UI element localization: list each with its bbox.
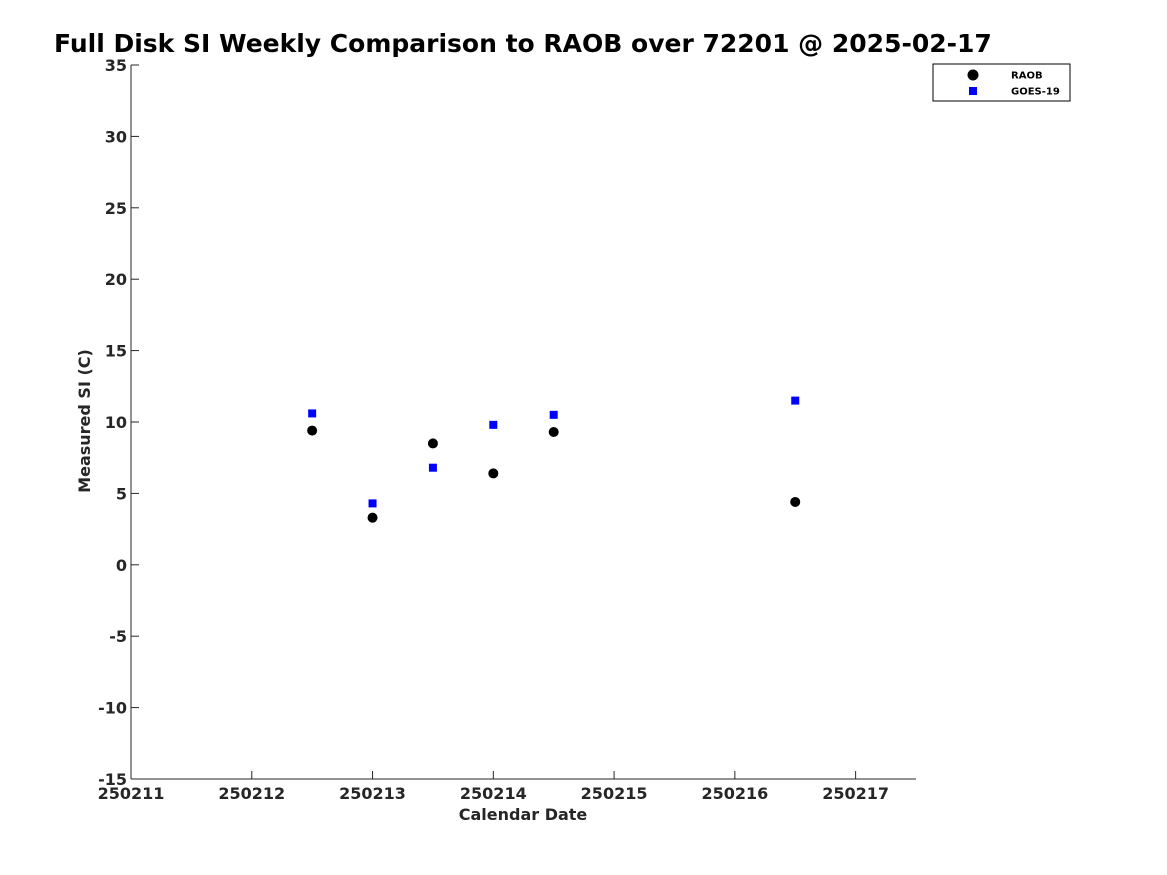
legend: RAOB GOES-19 [932,63,1071,102]
axes [130,65,916,780]
goes-19-point [428,463,437,472]
y-tick-label: 0 [116,556,127,575]
y-tick-label: 20 [105,270,127,289]
y-tick-label: 5 [116,484,127,503]
legend-raob-marker [967,69,979,81]
legend-raob-label: RAOB [1011,71,1043,82]
chart-title: Full Disk SI Weekly Comparison to RAOB o… [54,29,992,58]
y-tick-label: 10 [105,413,127,432]
legend-goes-marker [969,87,977,95]
x-tick-label: 250215 [581,784,648,803]
y-tick-label: -5 [109,627,127,646]
goes-19-point [549,410,558,419]
x-tick-label: 250217 [822,784,889,803]
y-ticks: -15 -10 -5 0 5 10 15 20 25 30 35 [98,56,139,789]
goes-19-point [791,396,800,405]
y-tick-label: -15 [98,770,127,789]
raob-point [548,426,559,437]
raob-point [307,425,318,436]
x-tick-label: 250212 [218,784,285,803]
goes-19-point [489,420,498,429]
x-ticks: 250211 250212 250213 250214 250215 250216 2502… [98,771,889,803]
data-points [307,396,801,523]
y-tick-label: 35 [105,56,127,75]
goes-19-point [308,409,317,418]
x-tick-label: 250211 [98,784,165,803]
legend-box [932,63,1071,102]
x-tick-label: 250216 [701,784,768,803]
goes-19-point [368,499,377,508]
y-tick-label: -10 [98,699,127,718]
y-tick-label: 15 [105,342,127,361]
legend-goes-label: GOES-19 [1011,87,1060,98]
raob-point [427,438,438,449]
raob-point [488,468,499,479]
x-tick-label: 250214 [460,784,527,803]
x-axis-label: Calendar Date [459,805,588,824]
y-tick-label: 30 [105,127,127,146]
x-tick-label: 250213 [339,784,406,803]
raob-point [790,496,801,507]
raob-point [367,512,378,523]
y-tick-label: 25 [105,199,127,218]
y-axis-label: Measured SI (C) [75,349,94,493]
